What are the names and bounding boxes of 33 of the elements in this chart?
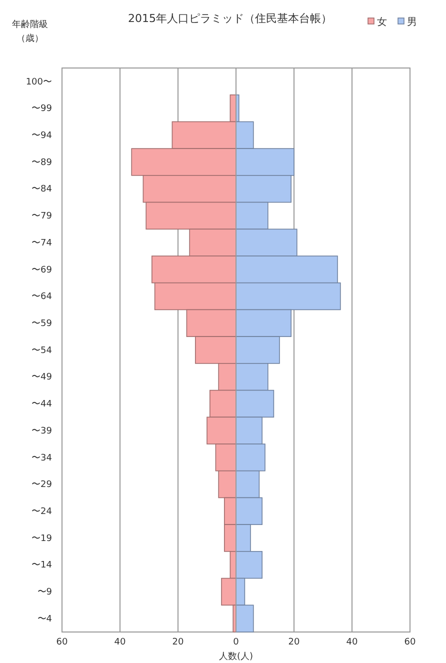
y-tick-label: 〜49: [32, 372, 52, 383]
x-tick-label: 40: [114, 637, 126, 648]
y-tick-label: 〜39: [32, 426, 52, 436]
x-tick-label: 60: [404, 637, 416, 648]
x-tick-label: 0: [233, 637, 240, 648]
y-tick-label: 〜94: [32, 131, 52, 142]
y-tick-label: 〜29: [32, 480, 52, 490]
y-tick-label: 〜84: [32, 184, 52, 195]
y-tick-label: 〜9: [37, 588, 52, 598]
y-tick-label: 〜34: [32, 453, 52, 464]
x-tick-label: 60: [56, 637, 68, 648]
legend-label: 男: [407, 17, 417, 28]
x-tick-label: 20: [288, 637, 300, 648]
chart-title: 2015年人口ピラミッド（住民基本台帳）: [128, 12, 332, 25]
y-tick-label: 〜99: [32, 104, 52, 114]
y-tick-label: 〜54: [32, 346, 52, 356]
y-tick-label: 〜89: [32, 158, 52, 168]
x-tick-label: 20: [172, 637, 184, 648]
y-tick-label: 〜24: [32, 507, 52, 518]
y-tick-label: 〜64: [32, 292, 52, 302]
y-tick-label: 〜74: [32, 238, 52, 248]
x-axis-title: 人数(人): [218, 651, 254, 662]
y-tick-label: 〜69: [32, 265, 52, 276]
y-tick-label: 〜44: [32, 400, 52, 410]
y-tick-label: 〜4: [37, 614, 52, 624]
y-tick-label: 〜14: [32, 560, 52, 571]
y-axis-title: 年齢階級（歳）: [12, 19, 48, 44]
y-tick-label: 〜79: [32, 212, 52, 222]
x-tick-label: 40: [346, 637, 358, 648]
y-tick-label: 〜59: [32, 319, 52, 330]
y-tick-label: 100〜: [26, 77, 52, 88]
y-tick-label: 〜19: [32, 534, 52, 544]
legend-label: 女: [377, 16, 387, 28]
